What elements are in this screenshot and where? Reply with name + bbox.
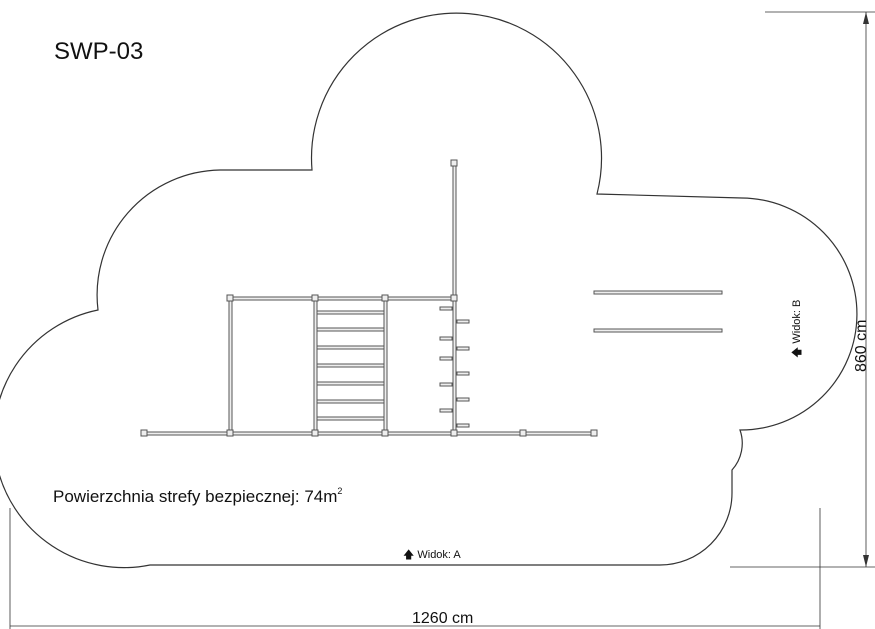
- drawing-title: SWP-03: [54, 38, 144, 65]
- ladder-rung: [316, 327, 385, 332]
- joint: [381, 429, 389, 437]
- ladder-rung: [316, 310, 385, 315]
- equipment-structure: [140, 159, 723, 437]
- tall-post: [452, 161, 457, 301]
- joint: [450, 159, 458, 167]
- climbing-peg: [456, 319, 470, 324]
- view-b-label: 🡅 Widok: B: [791, 299, 803, 358]
- joint: [450, 429, 458, 437]
- joint: [519, 429, 527, 437]
- joint: [226, 429, 234, 437]
- view-a-label: 🡅 Widok: A: [403, 549, 461, 561]
- balance-beam: [593, 328, 723, 333]
- safety-area-text: Powierzchnia strefy bezpiecznej: 74m: [53, 487, 338, 506]
- joint: [450, 294, 458, 302]
- ladder-rung: [316, 381, 385, 386]
- safety-area-label: Powierzchnia strefy bezpiecznej: 74m2: [53, 486, 342, 507]
- climbing-peg: [439, 382, 453, 387]
- post: [452, 296, 457, 436]
- climbing-peg: [456, 423, 470, 428]
- climbing-peg: [456, 397, 470, 402]
- climbing-peg: [456, 371, 470, 376]
- dimension-lines: [9, 11, 875, 629]
- arrow-head-top: [863, 12, 869, 24]
- joint: [226, 294, 234, 302]
- height-dimension-label: 860 cm: [853, 319, 870, 372]
- ladder-rung: [316, 416, 385, 421]
- joint: [140, 429, 148, 437]
- climbing-peg: [439, 408, 453, 413]
- ladder-rung: [316, 345, 385, 350]
- width-dimension-label: 1260 cm: [412, 610, 474, 627]
- arrow-head-bottom: [863, 555, 869, 567]
- ground-beam: [143, 431, 597, 436]
- climbing-peg: [456, 346, 470, 351]
- safety-zone-outline: [0, 12, 858, 569]
- joint: [381, 294, 389, 302]
- post: [228, 296, 233, 436]
- joint: [311, 429, 319, 437]
- joint: [311, 294, 319, 302]
- top-beam: [228, 296, 457, 301]
- ladder-rung: [316, 363, 385, 368]
- ladder-rung: [316, 399, 385, 404]
- climbing-peg: [439, 336, 453, 341]
- climbing-peg: [439, 356, 453, 361]
- balance-beam: [593, 290, 723, 295]
- joint: [590, 429, 598, 437]
- area-unit-exponent: 2: [337, 486, 343, 496]
- climbing-peg: [439, 306, 453, 311]
